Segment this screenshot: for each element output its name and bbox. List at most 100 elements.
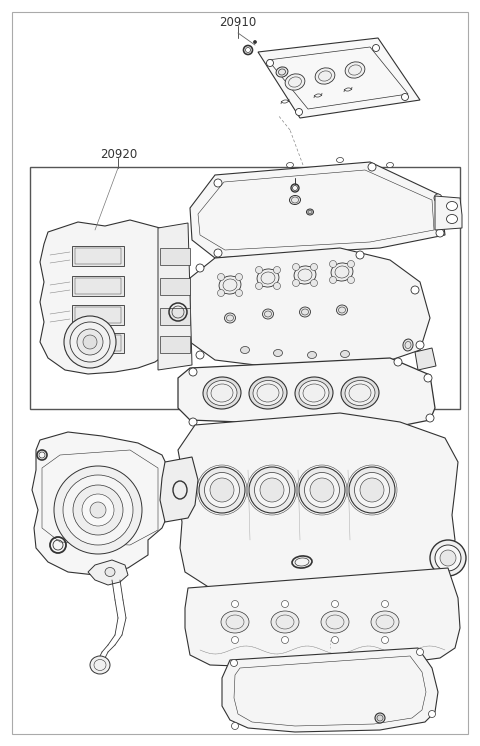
Ellipse shape: [70, 322, 110, 362]
Ellipse shape: [221, 611, 249, 633]
Ellipse shape: [231, 601, 239, 607]
Ellipse shape: [375, 713, 385, 723]
Polygon shape: [178, 358, 435, 428]
Ellipse shape: [225, 313, 236, 323]
Bar: [160, 278, 190, 295]
Ellipse shape: [329, 260, 336, 268]
Ellipse shape: [90, 656, 110, 674]
Ellipse shape: [311, 280, 317, 286]
Ellipse shape: [231, 636, 239, 644]
Ellipse shape: [360, 478, 384, 502]
Ellipse shape: [403, 339, 413, 351]
Polygon shape: [435, 196, 462, 230]
Ellipse shape: [253, 380, 283, 406]
Ellipse shape: [287, 163, 293, 168]
Ellipse shape: [281, 601, 288, 607]
Ellipse shape: [321, 611, 349, 633]
Ellipse shape: [294, 266, 316, 284]
Ellipse shape: [249, 467, 295, 513]
Ellipse shape: [204, 472, 240, 507]
Text: 20910: 20910: [219, 16, 257, 29]
Bar: [75, 248, 121, 264]
Ellipse shape: [292, 280, 300, 286]
Ellipse shape: [348, 277, 355, 283]
Ellipse shape: [249, 377, 287, 409]
Polygon shape: [158, 223, 192, 370]
Ellipse shape: [336, 157, 344, 163]
Ellipse shape: [416, 341, 424, 349]
Bar: [72, 305, 124, 325]
Ellipse shape: [315, 68, 335, 84]
Ellipse shape: [345, 62, 365, 78]
Text: 20920: 20920: [100, 148, 137, 161]
Ellipse shape: [214, 179, 222, 187]
Ellipse shape: [255, 283, 263, 289]
Ellipse shape: [203, 377, 241, 409]
Ellipse shape: [219, 276, 241, 294]
Ellipse shape: [440, 550, 456, 566]
Ellipse shape: [217, 289, 225, 296]
Bar: [75, 307, 121, 323]
Polygon shape: [160, 457, 198, 522]
Bar: [72, 276, 124, 296]
Ellipse shape: [105, 568, 115, 577]
Ellipse shape: [372, 45, 380, 51]
Bar: [72, 246, 124, 266]
Ellipse shape: [257, 269, 279, 287]
Bar: [160, 248, 190, 265]
Ellipse shape: [356, 251, 364, 259]
Ellipse shape: [341, 377, 379, 409]
Ellipse shape: [311, 263, 317, 271]
Ellipse shape: [382, 601, 388, 607]
Ellipse shape: [263, 309, 274, 319]
Polygon shape: [40, 220, 180, 374]
Ellipse shape: [430, 540, 466, 576]
Ellipse shape: [435, 545, 461, 571]
Ellipse shape: [189, 368, 197, 376]
Ellipse shape: [340, 351, 349, 357]
Ellipse shape: [292, 263, 300, 271]
Ellipse shape: [349, 467, 395, 513]
Ellipse shape: [436, 229, 444, 237]
Ellipse shape: [274, 266, 280, 274]
Ellipse shape: [446, 215, 457, 224]
Ellipse shape: [332, 601, 338, 607]
Ellipse shape: [260, 478, 284, 502]
Ellipse shape: [417, 648, 423, 656]
Ellipse shape: [236, 289, 242, 296]
Polygon shape: [185, 568, 460, 668]
Ellipse shape: [308, 351, 316, 359]
Ellipse shape: [217, 274, 225, 280]
Ellipse shape: [285, 74, 305, 90]
Ellipse shape: [240, 346, 250, 354]
Ellipse shape: [210, 478, 234, 502]
Ellipse shape: [90, 502, 106, 518]
Ellipse shape: [446, 201, 457, 210]
Ellipse shape: [295, 377, 333, 409]
Ellipse shape: [253, 40, 256, 43]
Ellipse shape: [382, 636, 388, 644]
Ellipse shape: [394, 358, 402, 366]
Ellipse shape: [274, 349, 283, 357]
Ellipse shape: [276, 67, 288, 77]
Ellipse shape: [355, 472, 389, 507]
Ellipse shape: [189, 418, 197, 426]
Ellipse shape: [266, 60, 274, 66]
Polygon shape: [190, 162, 445, 258]
Ellipse shape: [371, 611, 399, 633]
Ellipse shape: [310, 478, 334, 502]
Ellipse shape: [299, 467, 345, 513]
Ellipse shape: [196, 351, 204, 359]
Ellipse shape: [424, 374, 432, 382]
Ellipse shape: [296, 108, 302, 116]
Ellipse shape: [214, 249, 222, 257]
Ellipse shape: [274, 283, 280, 289]
Ellipse shape: [429, 710, 435, 718]
Ellipse shape: [411, 286, 419, 294]
Polygon shape: [88, 560, 128, 585]
Bar: [30, 167, 460, 409]
Ellipse shape: [82, 494, 114, 526]
Ellipse shape: [231, 722, 239, 730]
Bar: [160, 336, 190, 353]
Ellipse shape: [207, 380, 237, 406]
